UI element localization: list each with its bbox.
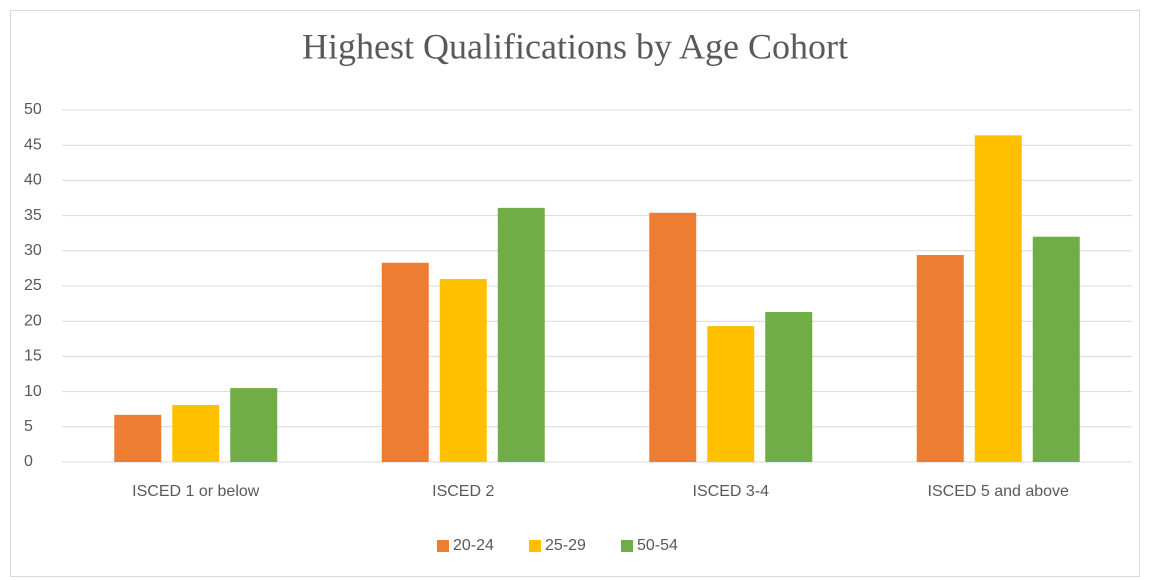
x-tick-label: ISCED 3-4 [693, 483, 770, 500]
bar [172, 404, 220, 462]
legend-label: 20-24 [453, 537, 494, 554]
y-tick-label: 5 [24, 418, 33, 435]
bar [649, 212, 697, 462]
bar [230, 388, 278, 462]
y-tick-label: 35 [24, 207, 42, 224]
bar [916, 255, 964, 462]
y-tick-label: 45 [24, 136, 42, 153]
legend-swatch [437, 540, 449, 552]
y-tick-label: 20 [24, 312, 42, 329]
bar [381, 262, 429, 462]
y-tick-label: 50 [24, 101, 42, 118]
y-tick-label: 15 [24, 348, 42, 365]
bar [497, 207, 545, 462]
y-tick-label: 30 [24, 242, 42, 259]
x-tick-label: ISCED 5 and above [928, 483, 1070, 500]
bar [707, 326, 755, 462]
x-tick-label: ISCED 2 [432, 483, 494, 500]
x-tick-label: ISCED 1 or below [132, 483, 260, 500]
legend-label: 50-54 [637, 537, 678, 554]
legend-swatch [621, 540, 633, 552]
legend-swatch [529, 540, 541, 552]
y-tick-label: 25 [24, 277, 42, 294]
legend-label: 25-29 [545, 537, 586, 554]
bar [974, 135, 1022, 462]
chart-title: Highest Qualifications by Age Cohort [302, 26, 848, 66]
bar [114, 414, 162, 462]
bar [439, 278, 487, 462]
bar [1032, 236, 1080, 462]
bar [765, 312, 813, 462]
y-tick-label: 10 [24, 383, 42, 400]
y-tick-label: 40 [24, 172, 42, 189]
y-tick-label: 0 [24, 453, 33, 470]
